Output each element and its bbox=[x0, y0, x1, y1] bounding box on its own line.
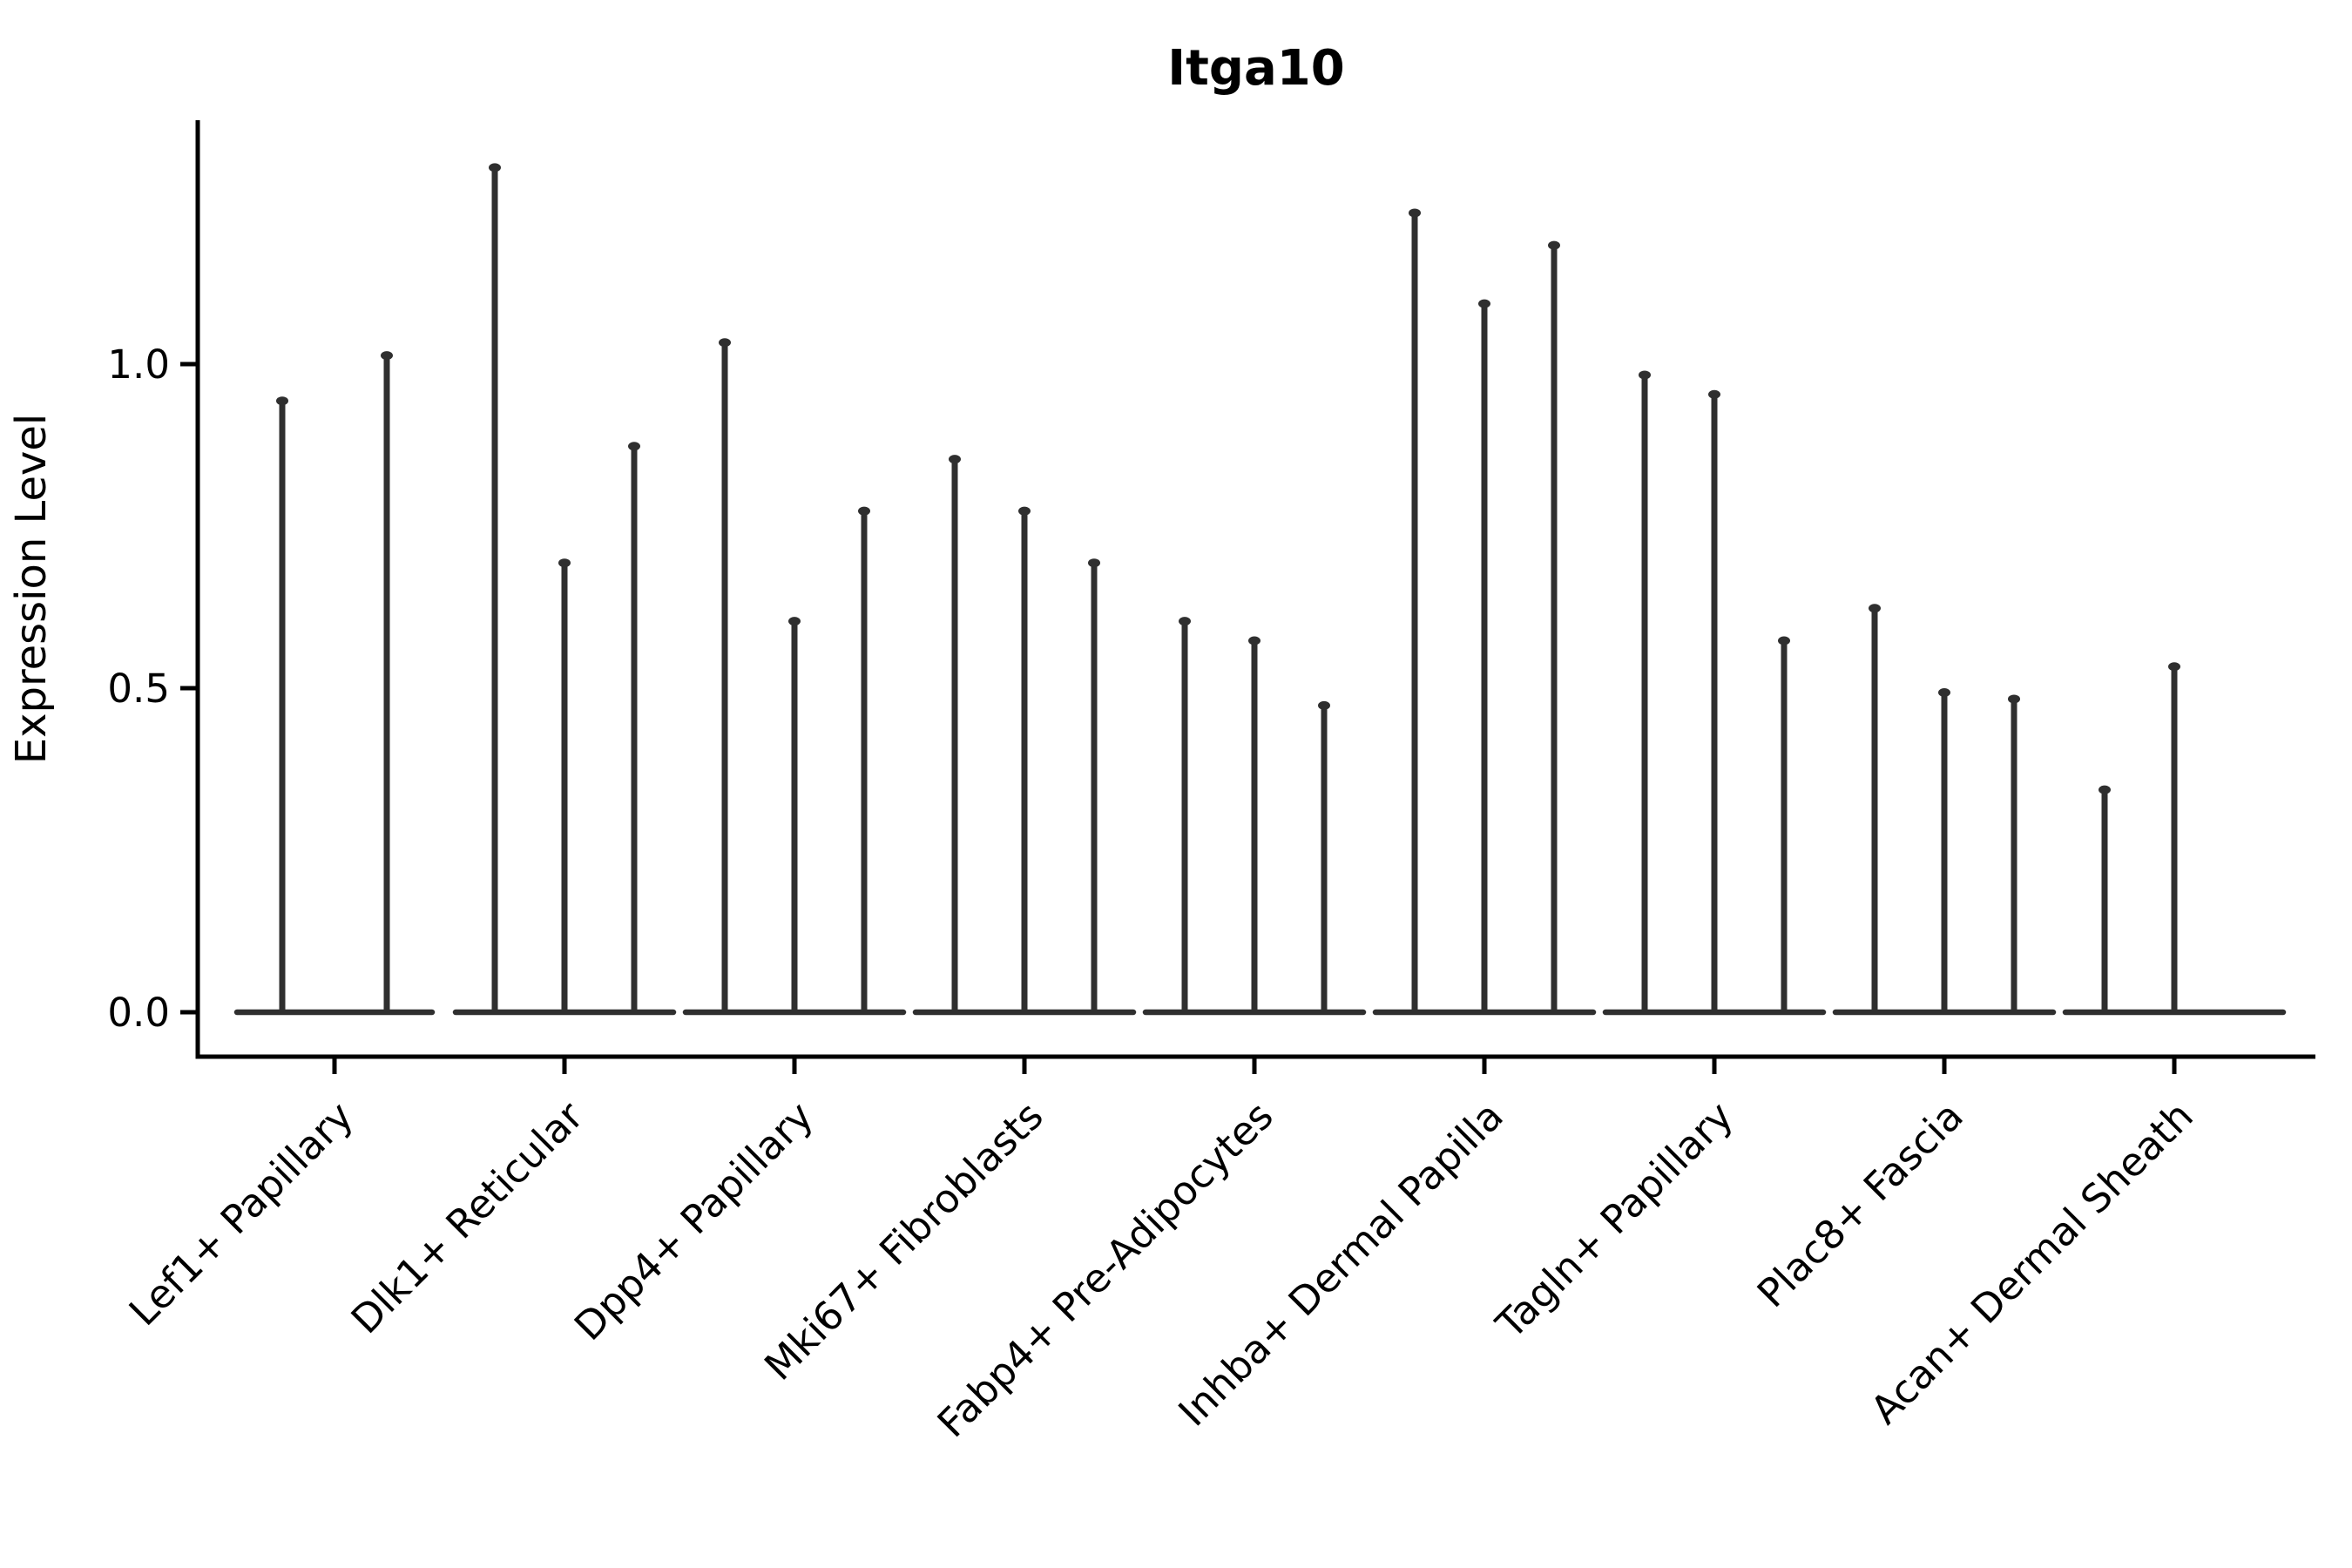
violin-group bbox=[682, 338, 907, 1016]
violin-spike-tip bbox=[1018, 506, 1031, 516]
y-tick-label: 0.0 bbox=[107, 990, 170, 1036]
violin-spike-tip bbox=[858, 506, 870, 516]
violin-spike-tip bbox=[1248, 636, 1260, 645]
y-tick-label: 1.0 bbox=[107, 341, 170, 388]
violins bbox=[233, 163, 2287, 1016]
violin-group bbox=[1832, 604, 2057, 1016]
violin-spike-tip bbox=[381, 351, 393, 361]
violin-spike-tip bbox=[719, 338, 731, 348]
violin-spike-tip bbox=[1778, 636, 1790, 645]
violin-spike-tip bbox=[2099, 785, 2111, 794]
violin-spike-tip bbox=[1179, 617, 1191, 626]
violin-group bbox=[452, 163, 677, 1016]
y-tick-label: 0.5 bbox=[107, 666, 170, 712]
violin-spike-tip bbox=[1318, 700, 1330, 710]
violin-group bbox=[233, 351, 436, 1016]
violin-spike-tip bbox=[2168, 662, 2180, 672]
violin-spike-tip bbox=[489, 163, 501, 172]
violin-group bbox=[1372, 208, 1597, 1016]
violin-spike-tip bbox=[1639, 370, 1651, 380]
violin-group bbox=[1142, 617, 1367, 1016]
violin-spike-tip bbox=[1409, 208, 1421, 218]
violin-spike-tip bbox=[1869, 604, 1881, 613]
violin-spike-tip bbox=[1938, 688, 1950, 697]
violin-group bbox=[2062, 662, 2287, 1016]
violin-spike-tip bbox=[1708, 389, 1720, 399]
chart-title: Itga10 bbox=[1167, 40, 1344, 97]
violin-group bbox=[1602, 370, 1827, 1016]
violin-spike-tip bbox=[1478, 299, 1490, 308]
violin-group bbox=[912, 455, 1137, 1016]
axes bbox=[180, 120, 2315, 1074]
violin-spike-tip bbox=[949, 455, 961, 464]
violin-spike-tip bbox=[2008, 694, 2020, 704]
violin-spike-tip bbox=[788, 617, 801, 626]
violin-spike-tip bbox=[558, 558, 571, 568]
y-tick-labels: 0.0 0.5 1.0 bbox=[107, 341, 170, 1036]
violin-spike-tip bbox=[1548, 240, 1560, 250]
y-axis-label: Expression Level bbox=[7, 414, 56, 765]
violin-spike-tip bbox=[1088, 558, 1100, 568]
violin-spike-tip bbox=[276, 396, 288, 406]
violin-spike-tip bbox=[628, 442, 640, 451]
